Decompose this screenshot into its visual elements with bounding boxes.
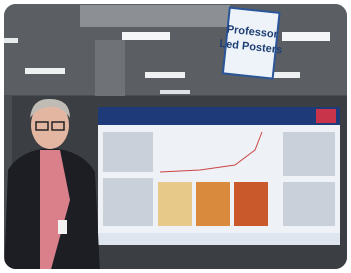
ceiling-light	[282, 32, 330, 41]
photo: Professor Led Posters	[0, 0, 351, 273]
poster-header	[98, 107, 340, 125]
map	[234, 182, 268, 226]
ceiling-light	[25, 68, 65, 74]
ceiling-light	[270, 72, 300, 78]
map	[158, 182, 192, 226]
page: {"sign": {"line1": "Professor", "line2":…	[0, 0, 351, 273]
ceiling-light	[145, 72, 185, 78]
text-block	[103, 132, 153, 172]
text-block	[103, 178, 153, 226]
ceiling-light	[160, 90, 190, 94]
ceiling-light	[122, 32, 170, 40]
map	[196, 182, 230, 226]
scene: Professor Led Posters	[0, 0, 351, 273]
pillar	[95, 40, 125, 100]
badge	[58, 220, 67, 234]
ceiling-light	[4, 38, 18, 43]
poster-logo	[316, 109, 336, 123]
text-block	[283, 182, 335, 226]
poster-maps	[158, 182, 268, 226]
ceiling-panel	[80, 5, 230, 27]
poster-footer	[98, 233, 340, 245]
text-block	[283, 132, 335, 176]
